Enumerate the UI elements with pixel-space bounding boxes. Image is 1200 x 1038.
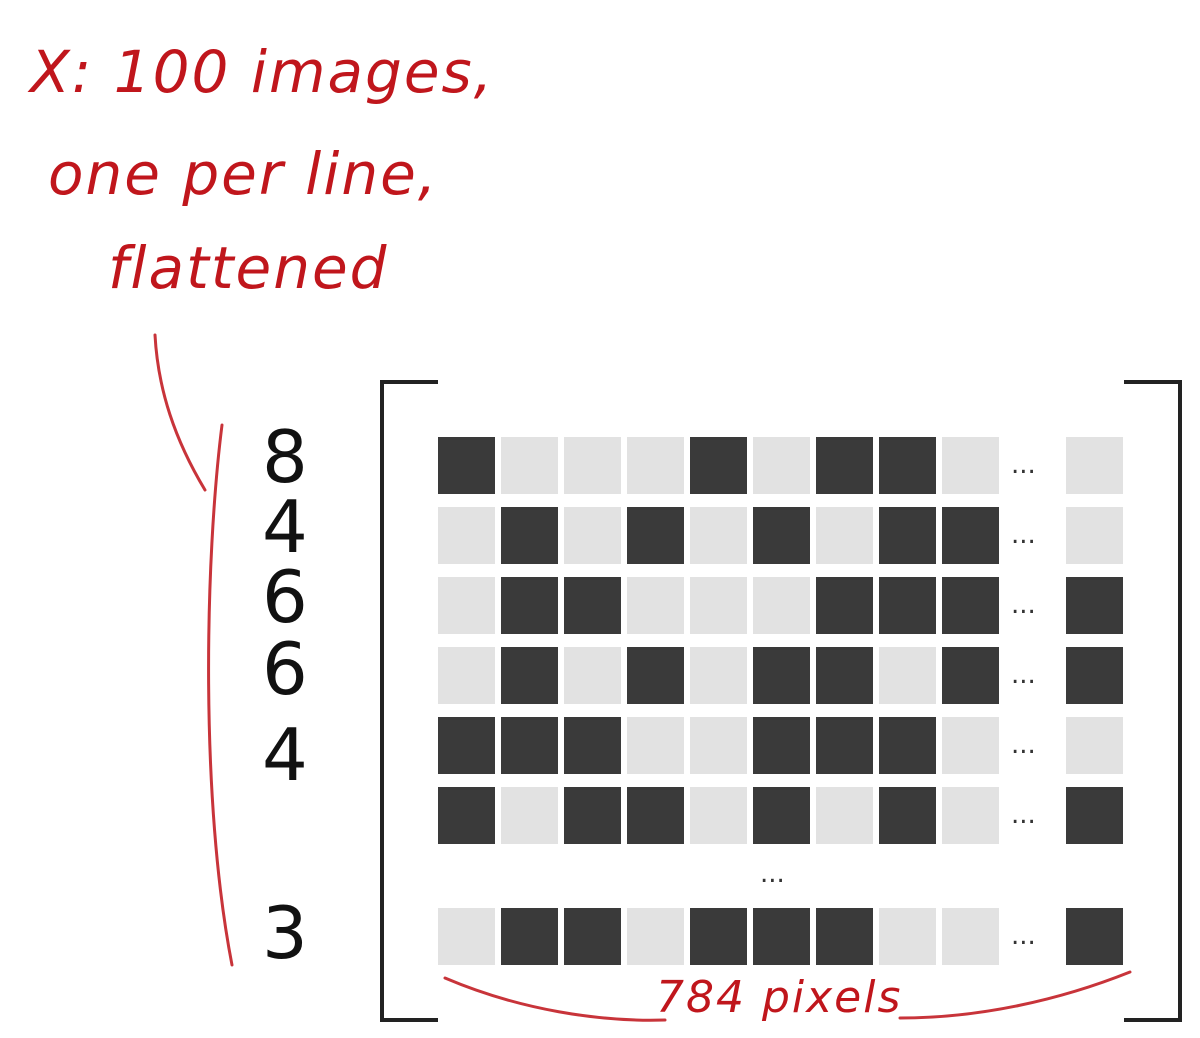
pixel-cell-light (690, 717, 747, 774)
pixel-cell-light (627, 908, 684, 965)
pixel-cell-light (501, 787, 558, 844)
pixel-cell-dark (501, 717, 558, 774)
pixel-cell-light (627, 717, 684, 774)
annotation-line-1: X: 100 images, (27, 38, 494, 106)
digit-label: 4 (262, 713, 308, 797)
pixel-cell-light (438, 507, 495, 564)
pixel-cell-dark (627, 787, 684, 844)
digit-label: 8 (262, 415, 308, 499)
pixel-cell-dark (564, 908, 621, 965)
pixel-cell-light (690, 647, 747, 704)
pixel-cell-light (1066, 507, 1123, 564)
pixel-cell-dark (753, 717, 810, 774)
pixel-cell-dark (438, 437, 495, 494)
row-ellipsis: ... (1011, 520, 1036, 550)
annotation-line-3: flattened (108, 234, 389, 302)
pixels-label: 784 pixels (656, 972, 902, 1023)
annotation-pointer-line (153, 333, 207, 492)
vertical-ellipsis: ... (760, 859, 785, 889)
pixel-cell-dark (879, 717, 936, 774)
pixel-cell-dark (816, 647, 873, 704)
pixel-cell-dark (816, 577, 873, 634)
pixel-cell-light (438, 908, 495, 965)
pixel-cell-dark (1066, 647, 1123, 704)
bottom-brace (443, 976, 667, 1022)
pixel-cell-light (942, 908, 999, 965)
pixel-cell-dark (942, 507, 999, 564)
row-ellipsis: ... (1011, 800, 1036, 830)
pixel-cell-dark (501, 577, 558, 634)
pixel-cell-light (501, 437, 558, 494)
pixel-cell-dark (564, 577, 621, 634)
row-ellipsis: ... (1011, 921, 1036, 951)
pixel-cell-dark (753, 908, 810, 965)
digit-label: 3 (262, 891, 308, 975)
pixel-cell-light (564, 647, 621, 704)
pixel-cell-dark (753, 787, 810, 844)
pixel-cell-dark (879, 507, 936, 564)
pixel-cell-light (816, 507, 873, 564)
digit-label: 6 (262, 555, 308, 639)
pixel-cell-dark (816, 437, 873, 494)
pixel-cell-light (1066, 717, 1123, 774)
left-brace (207, 423, 234, 967)
pixel-cell-dark (942, 647, 999, 704)
pixel-cell-dark (627, 507, 684, 564)
pixel-cell-dark (753, 507, 810, 564)
pixel-cell-dark (501, 908, 558, 965)
pixel-cell-light (942, 717, 999, 774)
pixel-cell-light (690, 507, 747, 564)
pixel-cell-dark (816, 908, 873, 965)
row-ellipsis: ... (1011, 660, 1036, 690)
pixel-cell-dark (690, 908, 747, 965)
right-bracket (1124, 380, 1182, 1022)
pixel-cell-dark (501, 507, 558, 564)
pixel-cell-dark (501, 647, 558, 704)
row-ellipsis: ... (1011, 590, 1036, 620)
pixel-cell-light (942, 437, 999, 494)
pixel-cell-dark (1066, 908, 1123, 965)
left-bracket (380, 380, 438, 1022)
pixel-cell-dark (564, 787, 621, 844)
digit-label: 6 (262, 627, 308, 711)
pixel-cell-dark (438, 787, 495, 844)
pixel-cell-dark (879, 787, 936, 844)
pixel-cell-light (942, 787, 999, 844)
pixel-cell-dark (564, 717, 621, 774)
annotation-line-2: one per line, (48, 140, 438, 208)
annotation: X: 100 images, one per line, flattened (27, 38, 494, 302)
pixel-cell-dark (1066, 787, 1123, 844)
pixel-cell-light (438, 647, 495, 704)
pixel-cell-dark (690, 437, 747, 494)
digit-label: 4 (262, 485, 308, 569)
pixel-cell-dark (753, 647, 810, 704)
bottom-brace-right (898, 970, 1132, 1020)
pixel-cell-dark (879, 577, 936, 634)
row-ellipsis: ... (1011, 450, 1036, 480)
pixel-cell-dark (942, 577, 999, 634)
pixel-cell-light (627, 437, 684, 494)
pixel-cell-light (879, 908, 936, 965)
pixel-cell-light (690, 577, 747, 634)
pixel-cell-light (1066, 437, 1123, 494)
pixel-cell-light (564, 507, 621, 564)
pixel-cell-dark (816, 717, 873, 774)
pixel-cell-light (564, 437, 621, 494)
matrix-cells: ........................ (438, 437, 1123, 965)
pixel-cell-light (627, 577, 684, 634)
pixel-cell-light (753, 437, 810, 494)
pixel-cell-light (879, 647, 936, 704)
pixel-cell-dark (1066, 577, 1123, 634)
pixel-cell-dark (879, 437, 936, 494)
pixel-cell-light (690, 787, 747, 844)
pixel-cell-light (816, 787, 873, 844)
pixel-cell-dark (627, 647, 684, 704)
pixel-cell-light (753, 577, 810, 634)
pixel-cell-dark (438, 717, 495, 774)
row-ellipsis: ... (1011, 730, 1036, 760)
pixel-cell-light (438, 577, 495, 634)
